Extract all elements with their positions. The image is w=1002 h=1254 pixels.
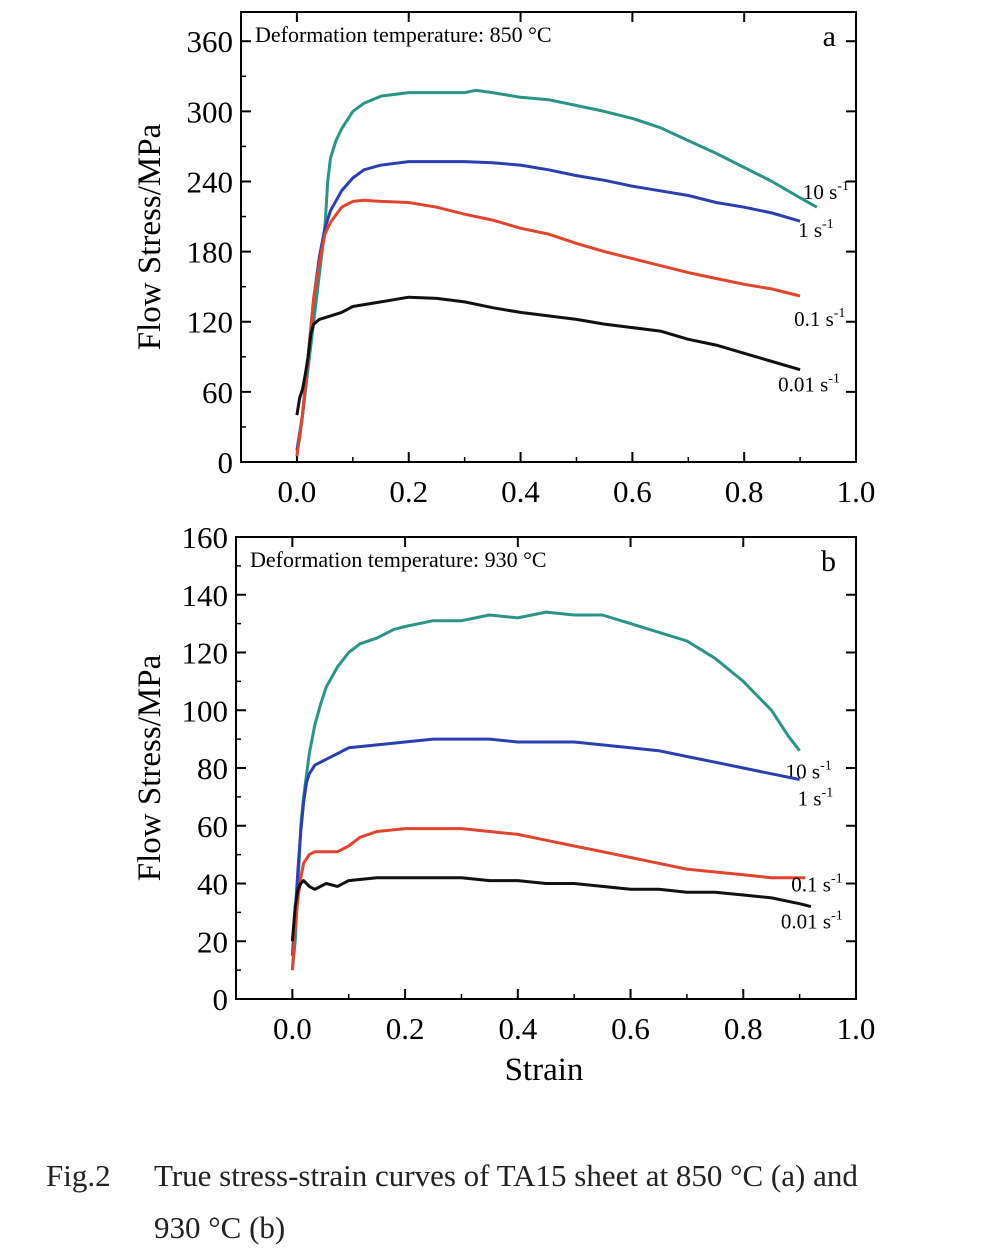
figure: 0.0 0.2 0.4 0.6 0.8 1.0 0 60 120 180 240 300 360 Flow… (132, 11, 876, 1088)
series-label-0_01: 0.01 s-1 (778, 372, 840, 397)
caption-text: True stress-strain curves of TA15 sheet … (154, 1158, 858, 1193)
plot-frame (235, 536, 857, 1000)
y-tick-label: 60 (197, 809, 228, 844)
x-tick-label: 0.4 (501, 474, 540, 509)
y-tick-label: 0 (213, 982, 229, 1017)
y-tick-label: 160 (182, 520, 229, 555)
series-line-1 (295, 160, 801, 451)
series-line-0_01 (290, 876, 812, 942)
x-tick-label: 0.8 (724, 1011, 763, 1046)
series-label-1: 1 s-1 (798, 217, 834, 242)
plot-frame (240, 11, 857, 463)
y-tick-label: 20 (197, 924, 228, 959)
series-label-0_1: 0.1 s-1 (794, 306, 845, 331)
series-line-0_01 (295, 295, 801, 416)
x-tick-label: 0.4 (498, 1011, 537, 1046)
y-tick-label: 180 (187, 235, 234, 270)
series-line-0_1 (295, 198, 801, 457)
y-tick-label: 140 (182, 578, 229, 613)
x-tick-label: 0.0 (278, 474, 317, 509)
figure-caption: Fig.2 True stress-strain curves of TA15 s… (46, 1150, 976, 1254)
x-tick-label: 1.0 (837, 474, 876, 509)
temperature-annotation: Deformation temperature: 850 °C (255, 22, 552, 47)
x-tick-label: 0.6 (611, 1011, 650, 1046)
y-tick-label: 120 (182, 636, 229, 671)
series-label-0_1: 0.1 s-1 (791, 872, 842, 897)
y-axis-label: Flow Stress/MPa (132, 654, 168, 881)
x-tick-label: 1.0 (837, 1011, 876, 1046)
panel-label: a (823, 20, 836, 53)
series-line-10 (290, 610, 801, 971)
y-tick-label: 0 (218, 445, 234, 480)
y-axis-label: Flow Stress/MPa (132, 123, 168, 350)
x-tick-label: 0.8 (725, 474, 764, 509)
series-line-0_1 (290, 827, 806, 971)
y-tick-label: 120 (187, 305, 234, 340)
y-tick-label: 100 (182, 693, 229, 728)
y-tick-label: 300 (187, 94, 234, 129)
y-tick-label: 80 (197, 751, 228, 786)
y-tick-label: 40 (197, 867, 228, 902)
x-tick-label: 0.2 (386, 1011, 425, 1046)
series-label-10: 10 s-1 (786, 759, 832, 784)
series-line-1 (290, 737, 800, 956)
y-tick-label: 60 (202, 375, 233, 410)
temperature-annotation: Deformation temperature: 930 °C (250, 547, 547, 572)
series-line-10 (295, 88, 818, 451)
x-tick-label: 0.0 (273, 1011, 312, 1046)
x-axis-label: Strain (505, 1052, 584, 1088)
panel-b-chart: 0.0 0.2 0.4 0.6 0.8 1.0 0 20 40 60 80 100 120 140 160 F… (132, 520, 875, 1088)
series-label-10: 10 s-1 (803, 179, 849, 204)
caption-text-line2: 930 °C (b) (154, 1210, 286, 1245)
panel-label: b (821, 545, 836, 578)
series-label-0_01: 0.01 s-1 (781, 909, 843, 934)
x-tick-label: 0.6 (613, 474, 652, 509)
series-label-1: 1 s-1 (798, 786, 834, 811)
x-tick-label: 0.2 (389, 474, 428, 509)
y-tick-label: 360 (187, 24, 234, 59)
panel-a-chart: 0.0 0.2 0.4 0.6 0.8 1.0 0 60 120 180 240 300 360 Flow… (132, 11, 876, 509)
y-tick-label: 240 (187, 164, 234, 199)
caption-label: Fig.2 (46, 1158, 111, 1193)
